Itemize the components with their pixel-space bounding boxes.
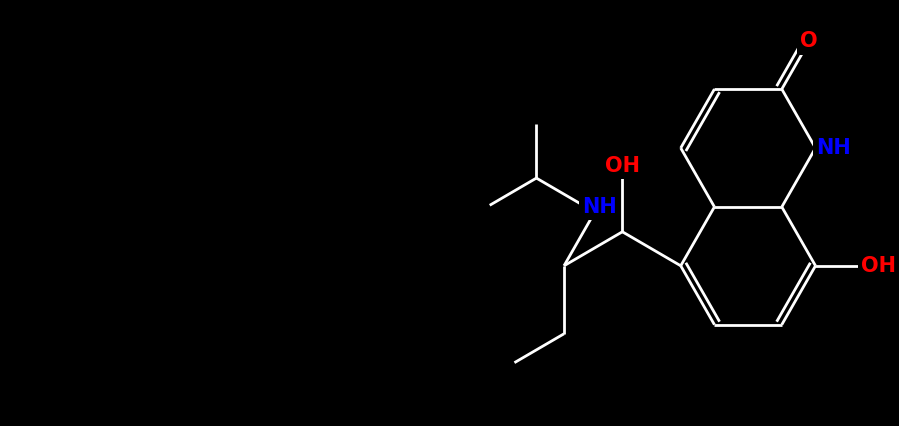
- Text: OH: OH: [605, 156, 640, 176]
- Text: NH: NH: [816, 138, 850, 158]
- Text: O: O: [800, 32, 818, 52]
- Text: OH: OH: [861, 256, 896, 276]
- Text: NH: NH: [583, 197, 617, 217]
